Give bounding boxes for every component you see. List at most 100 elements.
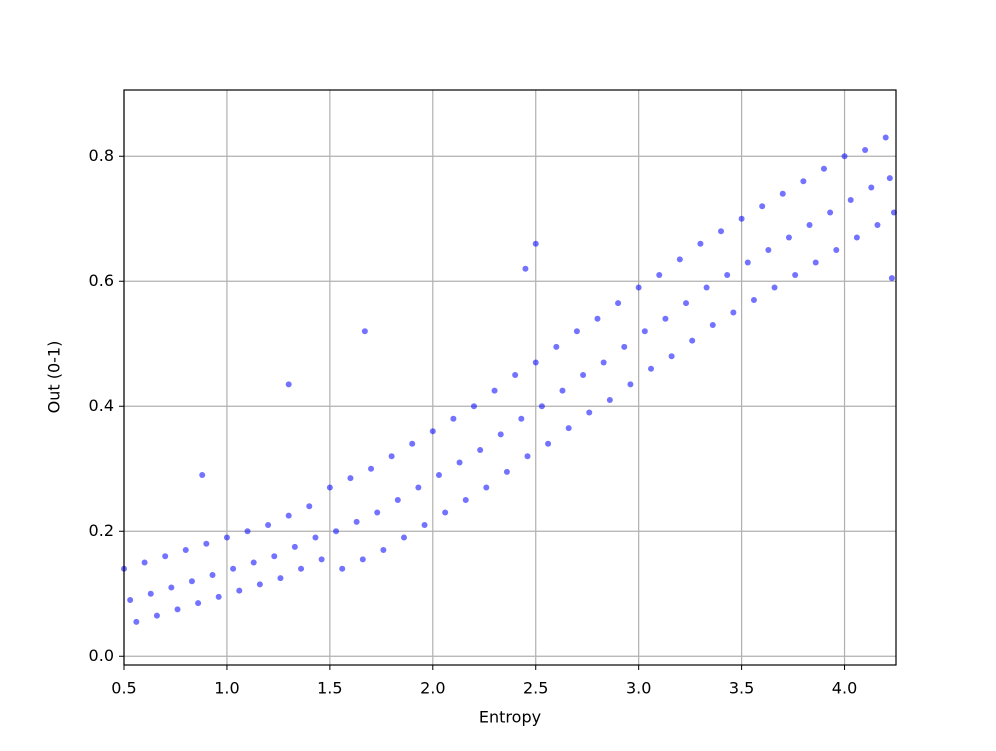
point — [477, 447, 484, 453]
y-tick-label: 0.0 — [89, 646, 114, 665]
point — [615, 300, 622, 307]
point — [744, 259, 751, 266]
point — [306, 503, 313, 510]
point — [133, 618, 140, 625]
point — [285, 381, 292, 388]
point — [326, 484, 333, 491]
point — [718, 228, 725, 235]
point — [750, 297, 757, 303]
point — [886, 175, 893, 182]
point — [853, 234, 860, 241]
point — [230, 565, 237, 572]
point — [298, 565, 305, 572]
point — [435, 472, 442, 478]
point — [512, 372, 519, 378]
point — [162, 553, 169, 560]
point — [470, 403, 477, 410]
point — [709, 322, 716, 328]
point — [820, 165, 827, 172]
y-tick-label: 0.2 — [89, 521, 114, 540]
point — [265, 522, 272, 528]
point — [215, 593, 222, 600]
point — [141, 559, 148, 566]
point — [368, 465, 375, 472]
point — [353, 518, 360, 525]
point — [724, 272, 731, 278]
point — [641, 328, 648, 335]
point — [429, 428, 436, 435]
point — [882, 134, 889, 141]
point — [532, 359, 539, 366]
point — [244, 528, 251, 535]
point — [195, 600, 202, 607]
point — [648, 365, 655, 372]
point — [553, 343, 560, 350]
point — [559, 387, 566, 394]
point — [421, 522, 428, 528]
point — [491, 387, 498, 394]
point — [503, 468, 510, 475]
point — [545, 440, 552, 447]
point — [841, 153, 848, 160]
point — [153, 612, 160, 619]
point — [277, 575, 284, 582]
point — [874, 222, 881, 228]
point — [771, 284, 778, 291]
y-tick-label: 0.8 — [89, 146, 114, 165]
point — [573, 328, 580, 335]
point — [291, 543, 298, 550]
point — [580, 372, 587, 378]
x-tick-label: 1.5 — [317, 679, 342, 698]
point — [271, 553, 278, 560]
point — [697, 240, 704, 247]
point — [532, 240, 539, 247]
point — [209, 572, 216, 578]
point — [223, 534, 230, 541]
point — [442, 509, 449, 516]
point — [600, 359, 607, 366]
point — [374, 509, 381, 516]
point — [415, 484, 422, 491]
point — [759, 203, 766, 210]
x-tick-label: 0.5 — [111, 679, 136, 698]
point — [847, 197, 854, 203]
point — [765, 247, 772, 253]
x-tick-label: 3.0 — [626, 679, 651, 698]
point — [483, 484, 490, 491]
x-tick-label: 2.0 — [420, 679, 445, 698]
x-axis-label: Entropy — [479, 708, 541, 727]
point — [792, 272, 799, 278]
point — [168, 584, 175, 591]
point — [522, 265, 529, 272]
point — [806, 222, 813, 228]
point — [127, 597, 134, 603]
point — [497, 431, 504, 438]
point — [635, 284, 642, 291]
point — [339, 565, 346, 572]
point — [347, 475, 354, 482]
point — [312, 534, 319, 541]
point — [738, 215, 745, 222]
point — [785, 234, 792, 241]
point — [203, 540, 210, 547]
point — [538, 403, 545, 410]
point — [250, 559, 257, 566]
point — [862, 147, 869, 153]
point — [565, 425, 572, 432]
point — [450, 415, 457, 422]
point — [524, 453, 531, 460]
point — [779, 190, 786, 197]
point — [361, 328, 368, 335]
point — [188, 578, 195, 585]
point — [256, 581, 263, 588]
point — [518, 415, 525, 422]
point — [147, 590, 154, 597]
point — [174, 606, 181, 613]
point — [676, 256, 683, 263]
point — [409, 440, 416, 447]
point — [333, 528, 340, 535]
x-tick-label: 3.5 — [729, 679, 754, 698]
point — [683, 300, 690, 307]
x-tick-label: 4.0 — [832, 679, 857, 698]
